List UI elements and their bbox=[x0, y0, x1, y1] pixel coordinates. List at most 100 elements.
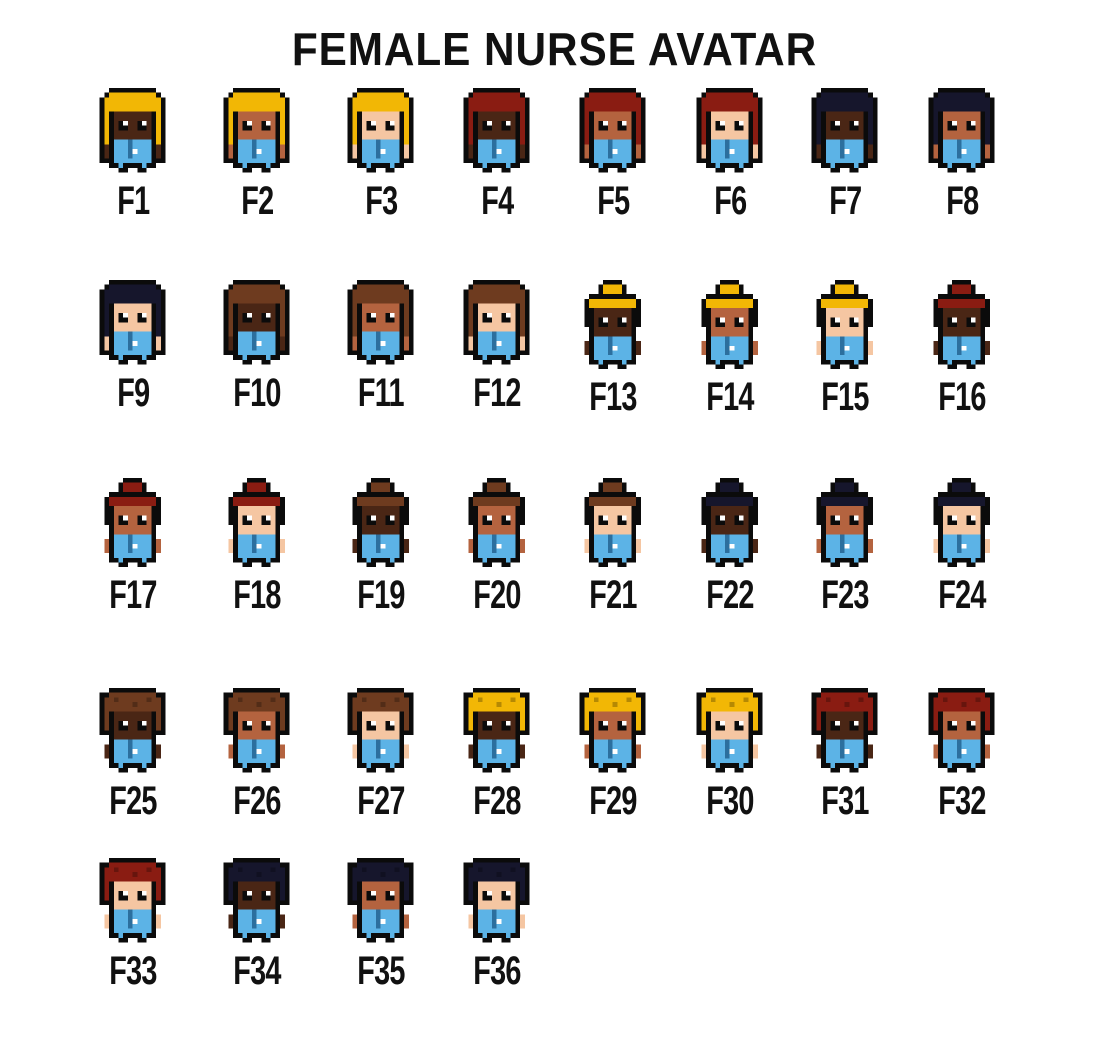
nurse-avatar-image bbox=[812, 688, 878, 773]
avatar-f26: F26 bbox=[202, 688, 312, 823]
avatar-label: F26 bbox=[233, 778, 281, 823]
avatar-f3: F3 bbox=[326, 88, 436, 223]
avatar-f29: F29 bbox=[558, 688, 668, 823]
nurse-avatar-image bbox=[348, 688, 414, 773]
avatar-label: F22 bbox=[706, 573, 754, 618]
nurse-avatar-image bbox=[933, 280, 991, 370]
avatar-f33: F33 bbox=[78, 858, 188, 993]
avatar-f14: F14 bbox=[675, 280, 785, 419]
avatar-label: F28 bbox=[473, 778, 521, 823]
avatar-label: F1 bbox=[116, 178, 150, 223]
avatar-label: F31 bbox=[821, 778, 869, 823]
avatar-label: F3 bbox=[364, 178, 398, 223]
avatar-f22: F22 bbox=[675, 478, 785, 617]
avatar-label: F7 bbox=[828, 178, 862, 223]
nurse-avatar-image bbox=[104, 478, 162, 568]
nurse-avatar-image bbox=[464, 688, 530, 773]
avatar-label: F13 bbox=[589, 375, 637, 420]
avatar-f9: F9 bbox=[78, 280, 188, 415]
avatar-label: F33 bbox=[109, 948, 157, 993]
nurse-avatar-image bbox=[348, 858, 414, 943]
avatar-label: F32 bbox=[938, 778, 986, 823]
nurse-avatar-image bbox=[464, 280, 530, 365]
avatar-f30: F30 bbox=[675, 688, 785, 823]
avatar-label: F36 bbox=[473, 948, 521, 993]
avatar-f35: F35 bbox=[326, 858, 436, 993]
avatar-label: F11 bbox=[358, 370, 405, 415]
avatar-label: F2 bbox=[240, 178, 274, 223]
avatar-f6: F6 bbox=[675, 88, 785, 223]
avatar-f5: F5 bbox=[558, 88, 668, 223]
avatar-f25: F25 bbox=[78, 688, 188, 823]
avatar-f4: F4 bbox=[442, 88, 552, 223]
nurse-avatar-image bbox=[816, 280, 874, 370]
nurse-avatar-image bbox=[228, 478, 286, 568]
avatar-label: F16 bbox=[938, 375, 986, 420]
avatar-label: F21 bbox=[589, 573, 637, 618]
nurse-avatar-image bbox=[100, 858, 166, 943]
avatar-label: F29 bbox=[589, 778, 637, 823]
avatar-f36: F36 bbox=[442, 858, 552, 993]
nurse-avatar-image bbox=[584, 280, 642, 370]
nurse-avatar-image bbox=[224, 280, 290, 365]
nurse-avatar-image bbox=[580, 688, 646, 773]
avatar-f15: F15 bbox=[790, 280, 900, 419]
avatar-label: F19 bbox=[357, 573, 405, 618]
avatar-label: F4 bbox=[480, 178, 514, 223]
nurse-avatar-image bbox=[224, 858, 290, 943]
avatar-f31: F31 bbox=[790, 688, 900, 823]
nurse-avatar-image bbox=[224, 88, 290, 173]
avatar-f34: F34 bbox=[202, 858, 312, 993]
avatar-label: F30 bbox=[706, 778, 754, 823]
nurse-avatar-image bbox=[468, 478, 526, 568]
avatar-label: F27 bbox=[357, 778, 405, 823]
avatar-f7: F7 bbox=[790, 88, 900, 223]
avatar-label: F20 bbox=[473, 573, 521, 618]
avatar-label: F25 bbox=[109, 778, 157, 823]
avatar-f23: F23 bbox=[790, 478, 900, 617]
avatar-f16: F16 bbox=[907, 280, 1017, 419]
avatar-label: F35 bbox=[357, 948, 405, 993]
avatar-label: F9 bbox=[116, 370, 150, 415]
avatar-f10: F10 bbox=[202, 280, 312, 415]
nurse-avatar-image bbox=[100, 280, 166, 365]
nurse-avatar-image bbox=[929, 88, 995, 173]
avatar-f27: F27 bbox=[326, 688, 436, 823]
avatar-label: F17 bbox=[109, 573, 157, 618]
nurse-avatar-image bbox=[697, 688, 763, 773]
avatar-f2: F2 bbox=[202, 88, 312, 223]
avatar-f13: F13 bbox=[558, 280, 668, 419]
avatar-f21: F21 bbox=[558, 478, 668, 617]
avatar-label: F5 bbox=[596, 178, 630, 223]
nurse-avatar-image bbox=[348, 280, 414, 365]
avatar-label: F14 bbox=[706, 375, 754, 420]
avatar-f17: F17 bbox=[78, 478, 188, 617]
nurse-avatar-image bbox=[584, 478, 642, 568]
avatar-f32: F32 bbox=[907, 688, 1017, 823]
page-title: FEMALE NURSE AVATAR bbox=[291, 23, 818, 75]
nurse-avatar-image bbox=[100, 688, 166, 773]
nurse-avatar-image bbox=[701, 280, 759, 370]
nurse-avatar-image bbox=[352, 478, 410, 568]
avatar-f18: F18 bbox=[202, 478, 312, 617]
avatar-label: F24 bbox=[938, 573, 986, 618]
nurse-avatar-image bbox=[701, 478, 759, 568]
avatar-label: F6 bbox=[713, 178, 747, 223]
nurse-avatar-image bbox=[929, 688, 995, 773]
avatar-label: F10 bbox=[233, 370, 281, 415]
avatar-label: F23 bbox=[821, 573, 869, 618]
nurse-avatar-image bbox=[348, 88, 414, 173]
nurse-avatar-image bbox=[100, 88, 166, 173]
avatar-f11: F11 bbox=[326, 280, 436, 415]
avatar-label: F12 bbox=[473, 370, 521, 415]
avatar-f8: F8 bbox=[907, 88, 1017, 223]
avatar-f28: F28 bbox=[442, 688, 552, 823]
avatar-f20: F20 bbox=[442, 478, 552, 617]
nurse-avatar-image bbox=[812, 88, 878, 173]
avatar-label: F15 bbox=[821, 375, 869, 420]
nurse-avatar-image bbox=[224, 688, 290, 773]
nurse-avatar-image bbox=[933, 478, 991, 568]
nurse-avatar-image bbox=[580, 88, 646, 173]
avatar-f12: F12 bbox=[442, 280, 552, 415]
avatar-f19: F19 bbox=[326, 478, 436, 617]
